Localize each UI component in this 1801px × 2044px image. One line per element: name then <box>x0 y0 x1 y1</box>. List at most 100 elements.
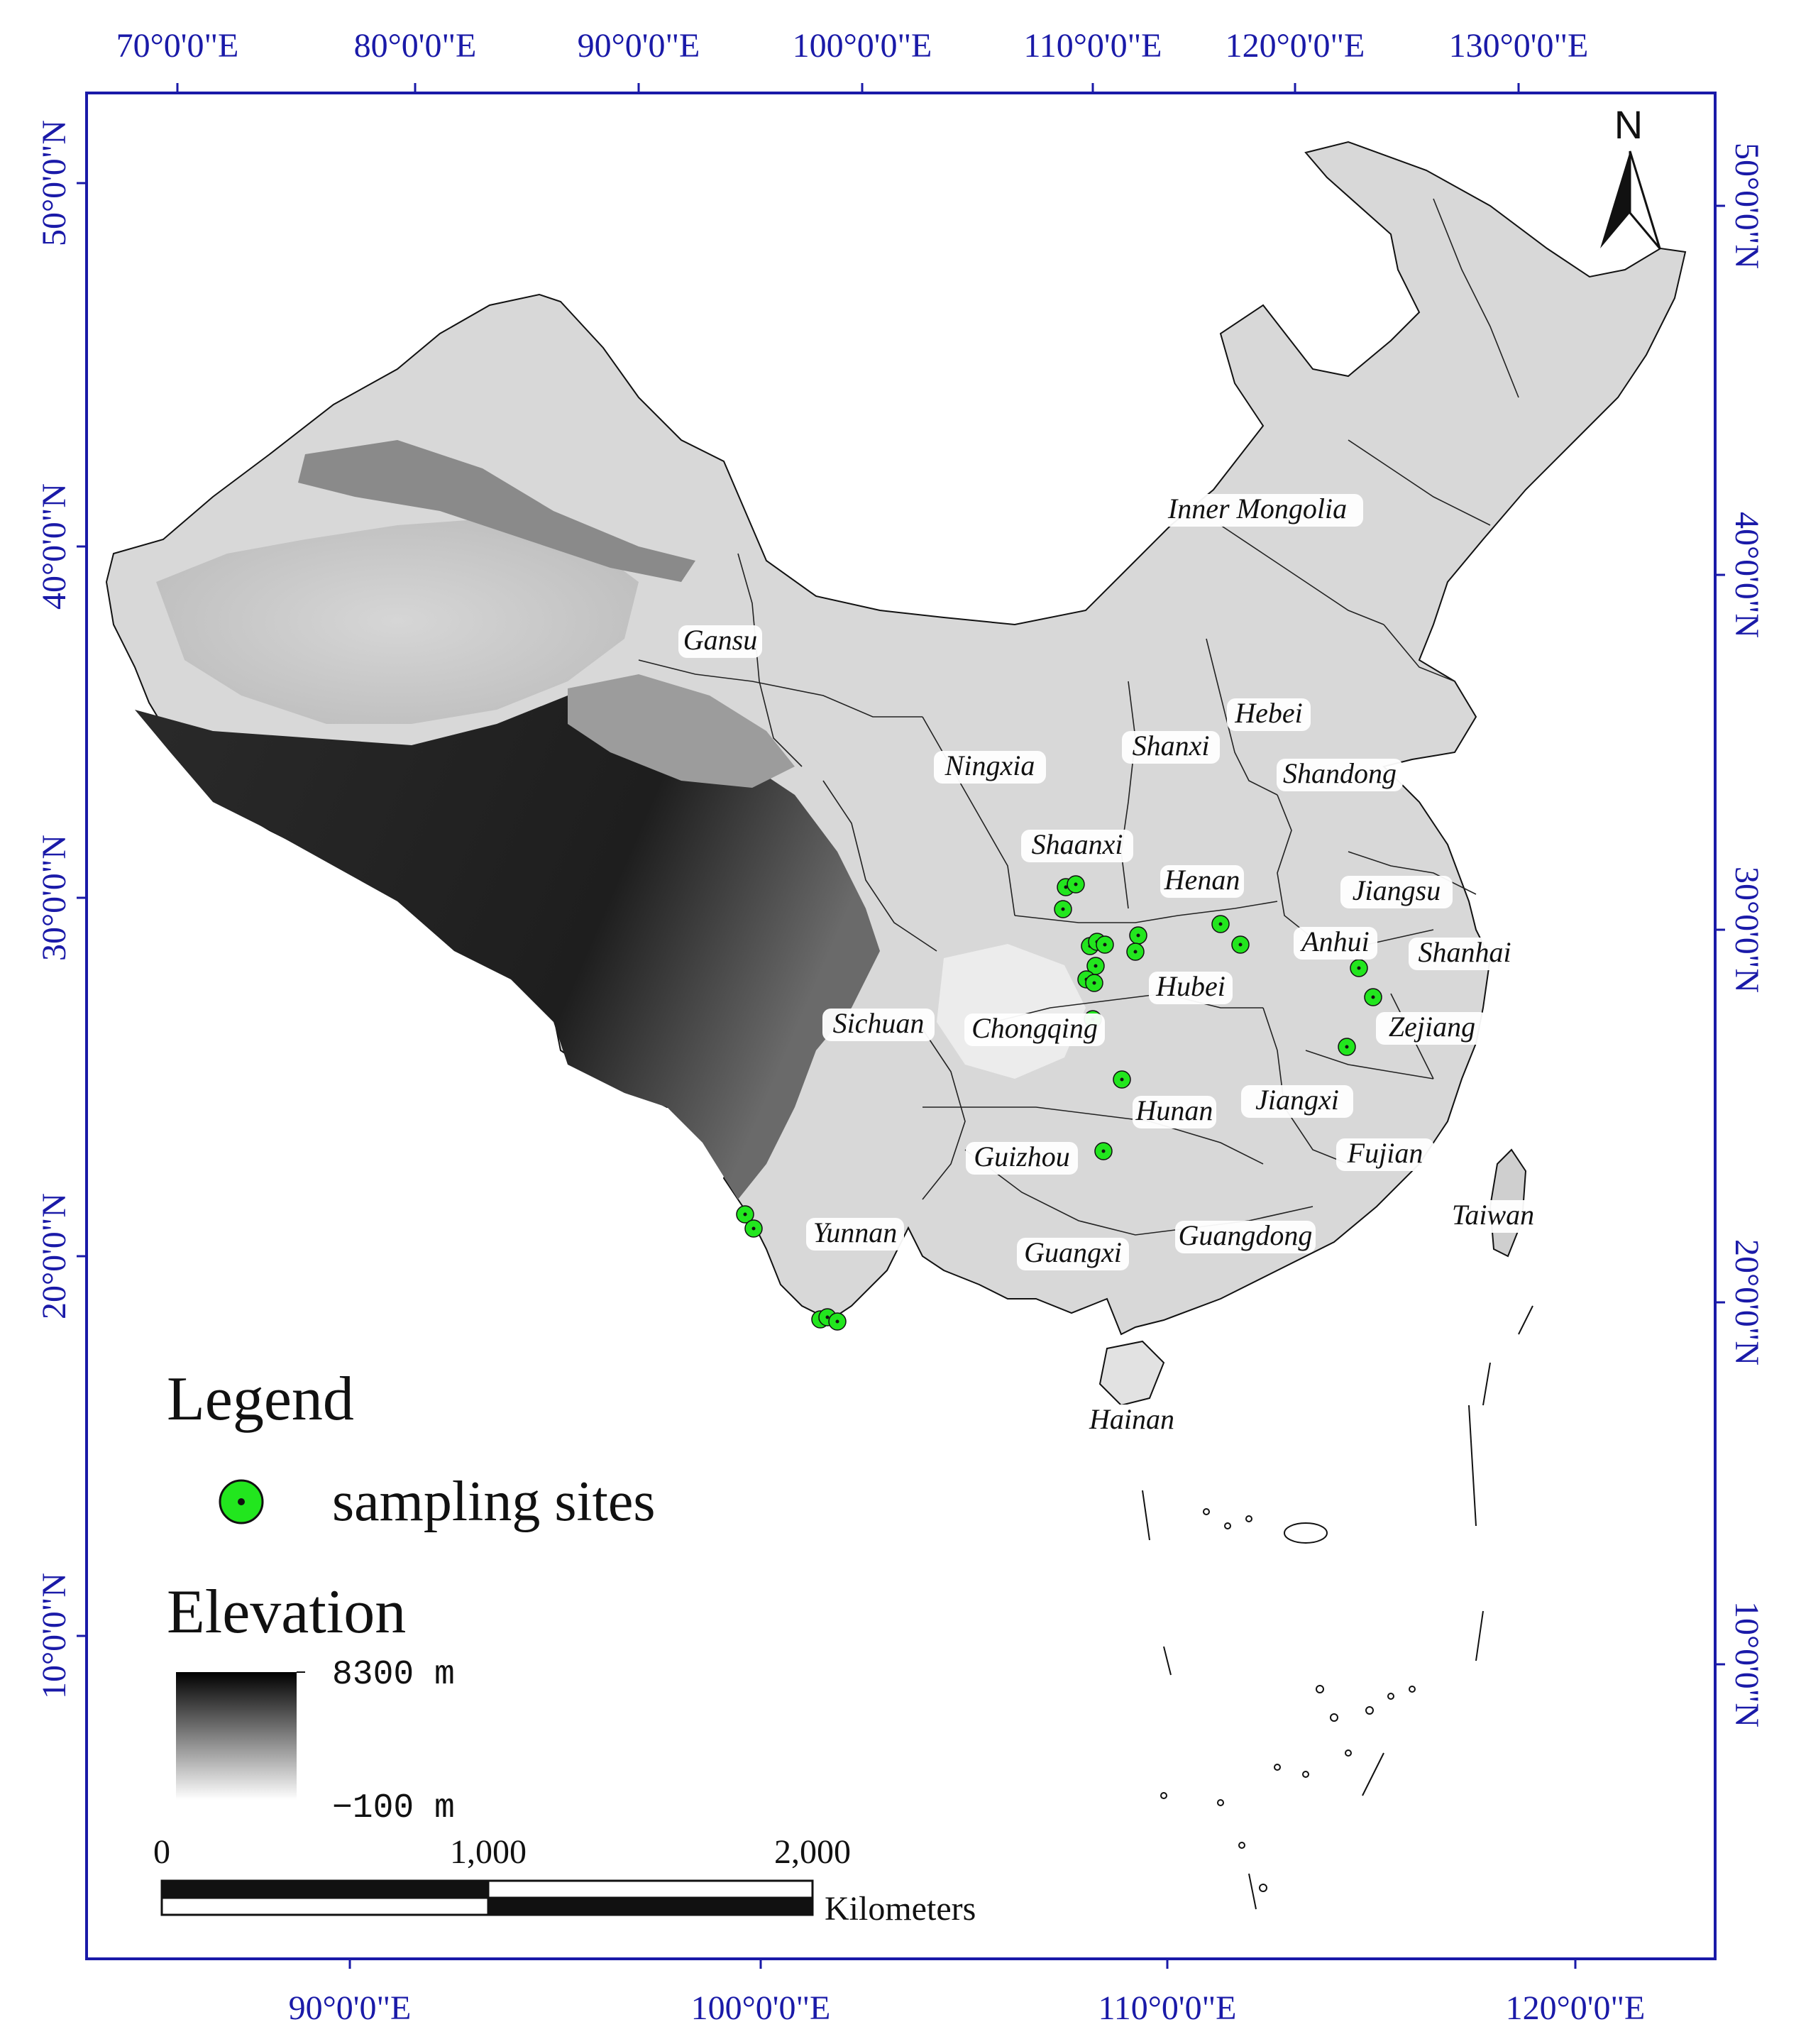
hainan-island <box>1098 1340 1165 1407</box>
province-label-yunnan: Yunnan <box>806 1216 904 1251</box>
bottom-lon-label: 90°0'0"E <box>289 1989 412 2027</box>
province-name: Henan <box>1164 864 1240 896</box>
province-label-shaanxi: Shaanxi <box>1021 828 1133 862</box>
scale-tick-1000: 1,000 <box>450 1833 527 1871</box>
province-name: Chongqing <box>971 1012 1098 1044</box>
province-name: Gansu <box>683 624 757 656</box>
province-name: Hebei <box>1234 697 1303 729</box>
sampling-site-marker <box>1126 943 1145 961</box>
province-name: Hunan <box>1135 1094 1213 1126</box>
province-label-shandong: Shandong <box>1277 757 1403 791</box>
elevation-max-label: 8300 m <box>332 1656 455 1694</box>
scale-bar: 0 1,000 2,000 Kilometers <box>153 1833 976 1928</box>
province-label-inner-mongolia: Inner Mongolia <box>1152 493 1363 527</box>
left-latitude-labels: 50°0'0"N 40°0'0"N 30°0'0"N 20°0'0"N 10°0'0"N <box>35 120 87 1699</box>
province-name: Shanhai <box>1418 936 1511 968</box>
top-lon-label: 110°0'0"E <box>1024 27 1162 65</box>
sampling-site-marker <box>1129 926 1147 945</box>
province-labels: Inner Mongolia Gansu Hebei Shanxi Ningxia Sha… <box>678 493 1542 1437</box>
province-label-chongqing: Chongqing <box>964 1012 1105 1046</box>
north-arrow: N <box>1600 102 1661 249</box>
north-arrow-label: N <box>1614 102 1643 147</box>
province-label-jiangsu: Jiangsu <box>1340 874 1453 908</box>
province-label-hunan: Hunan <box>1133 1094 1216 1128</box>
province-label-jiangxi: Jiangxi <box>1241 1084 1353 1118</box>
sampling-site-marker <box>1338 1038 1356 1056</box>
province-label-sichuan: Sichuan <box>822 1007 935 1041</box>
province-name: Shaanxi <box>1032 828 1123 860</box>
qaidam-basin <box>568 674 795 788</box>
right-latitude-labels: 50°0'0"N 40°0'0"N 30°0'0"N 20°0'0"N 10°0'0"N <box>1715 143 1766 1727</box>
scale-tick-0: 0 <box>153 1833 170 1871</box>
sampling-site-marker <box>1113 1070 1131 1089</box>
south-sea-islands <box>1142 1305 1533 1910</box>
bottom-lon-label: 100°0'0"E <box>691 1989 831 2027</box>
right-lat-label: 10°0'0"N <box>1728 1601 1766 1727</box>
bottom-lon-label: 120°0'0"E <box>1506 1989 1646 2027</box>
sampling-site-marker <box>1364 988 1382 1006</box>
sampling-site-marker <box>1085 974 1103 992</box>
bottom-lon-label: 110°0'0"E <box>1098 1989 1237 2027</box>
sampling-site-marker <box>828 1312 847 1331</box>
legend: Legend sampling sites Elevation 8300 m −… <box>167 1365 656 1828</box>
province-label-anhui: Anhui <box>1294 925 1377 960</box>
sampling-site-marker <box>1094 1142 1113 1160</box>
province-label-guangxi: Guangxi <box>1017 1236 1129 1270</box>
province-name: Guizhou <box>974 1141 1070 1172</box>
top-lon-label: 100°0'0"E <box>793 27 932 65</box>
right-lat-label: 50°0'0"N <box>1728 143 1766 269</box>
left-lat-label: 40°0'0"N <box>35 483 73 610</box>
right-lat-label: 20°0'0"N <box>1728 1239 1766 1366</box>
top-lon-label: 80°0'0"E <box>354 27 477 65</box>
province-name: Fujian <box>1347 1137 1423 1169</box>
province-name: Taiwan <box>1452 1199 1534 1231</box>
tibet-plateau <box>135 681 880 1199</box>
province-label-hebei: Hebei <box>1227 697 1311 731</box>
province-name: Hubei <box>1155 970 1226 1002</box>
right-lat-label: 30°0'0"N <box>1728 867 1766 993</box>
bottom-longitude-labels: 90°0'0"E 100°0'0"E 110°0'0"E 120°0'0"E <box>289 1959 1646 2027</box>
elevation-min-label: −100 m <box>332 1789 455 1828</box>
province-name: Hainan <box>1089 1403 1174 1435</box>
province-label-hubei: Hubei <box>1149 970 1233 1004</box>
sampling-site-marker <box>1350 959 1368 977</box>
right-lat-label: 40°0'0"N <box>1728 512 1766 638</box>
province-label-henan: Henan <box>1160 864 1244 898</box>
top-lon-label: 90°0'0"E <box>578 27 700 65</box>
province-name: Jiangxi <box>1255 1084 1339 1116</box>
left-lat-label: 50°0'0"N <box>35 120 73 246</box>
left-lat-label: 10°0'0"N <box>35 1573 73 1699</box>
elevation-title: Elevation <box>167 1578 406 1647</box>
sampling-site-marker <box>1067 875 1085 894</box>
province-name: Shanxi <box>1133 730 1210 762</box>
province-name: Ningxia <box>944 749 1035 781</box>
left-lat-label: 30°0'0"N <box>35 835 73 961</box>
top-lon-label: 120°0'0"E <box>1226 27 1365 65</box>
province-label-guangdong: Guangdong <box>1175 1219 1316 1253</box>
tianshan-range <box>298 440 695 582</box>
province-name: Guangxi <box>1024 1236 1122 1268</box>
province-name: Zejiang <box>1389 1011 1475 1043</box>
province-label-guizhou: Guizhou <box>966 1141 1078 1175</box>
left-lat-label: 20°0'0"N <box>35 1193 73 1319</box>
legend-site-marker <box>219 1479 264 1524</box>
province-name: Jiangsu <box>1353 874 1441 906</box>
top-lon-label: 70°0'0"E <box>116 27 239 65</box>
top-longitude-labels: 70°0'0"E 80°0'0"E 90°0'0"E 100°0'0"E 110°0'0… <box>116 27 1589 93</box>
scale-tick-2000: 2,000 <box>774 1833 851 1871</box>
legend-title: Legend <box>167 1365 354 1434</box>
sampling-site-marker <box>1231 935 1250 954</box>
province-name: Inner Mongolia <box>1167 493 1347 524</box>
land-area <box>105 141 1687 1407</box>
province-name: Guangdong <box>1179 1219 1313 1251</box>
province-name: Shandong <box>1283 757 1397 789</box>
province-name: Sichuan <box>833 1007 925 1039</box>
sampling-site-marker <box>1211 915 1230 933</box>
province-label-hainan: Hainan <box>1083 1403 1181 1437</box>
top-lon-label: 130°0'0"E <box>1449 27 1589 65</box>
province-label-shanhai: Shanhai <box>1409 936 1521 970</box>
province-label-ningxia: Ningxia <box>934 749 1046 784</box>
sampling-site-marker <box>736 1205 754 1224</box>
province-label-fujian: Fujian <box>1336 1137 1434 1171</box>
